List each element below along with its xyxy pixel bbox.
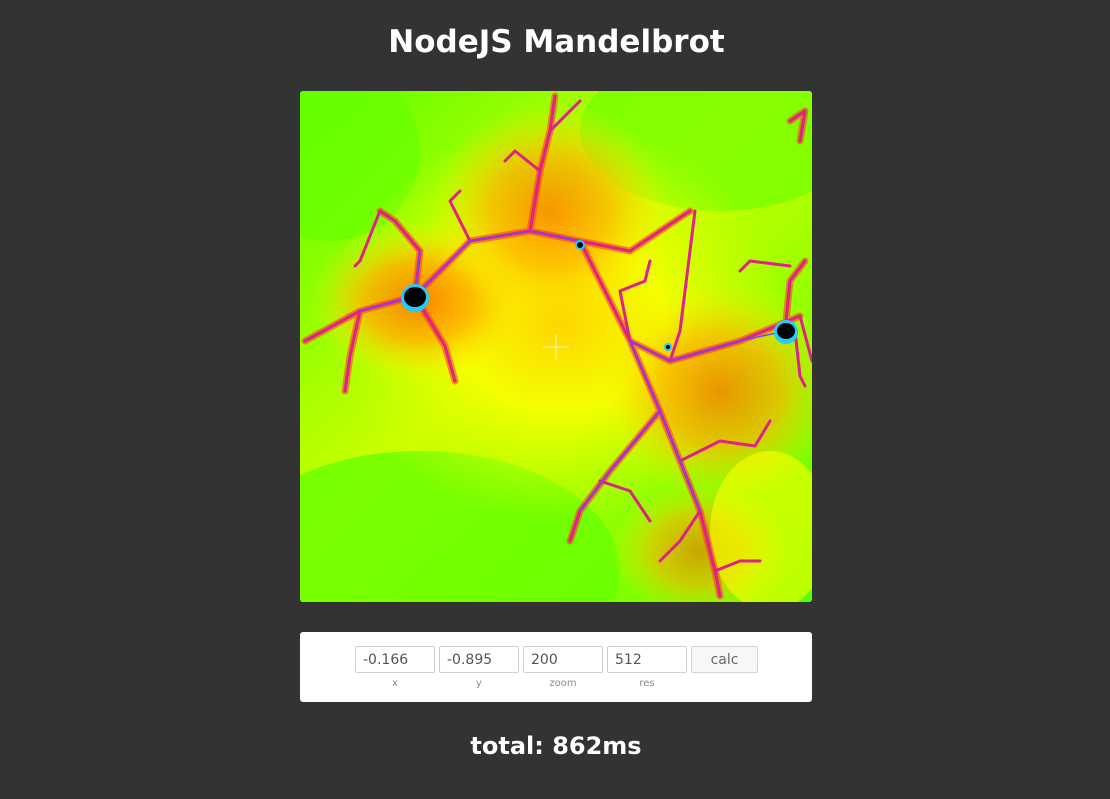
zoom-label: zoom <box>549 678 577 689</box>
y-input[interactable] <box>439 646 519 673</box>
res-label: res <box>639 678 655 689</box>
x-label: x <box>392 678 398 689</box>
total-time: total: 862ms <box>470 732 642 760</box>
y-label: y <box>476 678 482 689</box>
page-title: NodeJS Mandelbrot <box>388 24 725 60</box>
res-input[interactable] <box>607 646 687 673</box>
y-field: y <box>439 646 519 690</box>
fractal-image[interactable] <box>300 91 812 602</box>
control-panel: x y zoom res calc <box>300 632 812 702</box>
crosshair-icon <box>543 334 569 360</box>
x-input[interactable] <box>355 646 435 673</box>
x-field: x <box>355 646 435 690</box>
zoom-input[interactable] <box>523 646 603 673</box>
res-field: res <box>607 646 687 690</box>
fractal-canvas[interactable] <box>300 91 812 602</box>
calc-button[interactable]: calc <box>691 646 758 673</box>
zoom-field: zoom <box>523 646 603 690</box>
